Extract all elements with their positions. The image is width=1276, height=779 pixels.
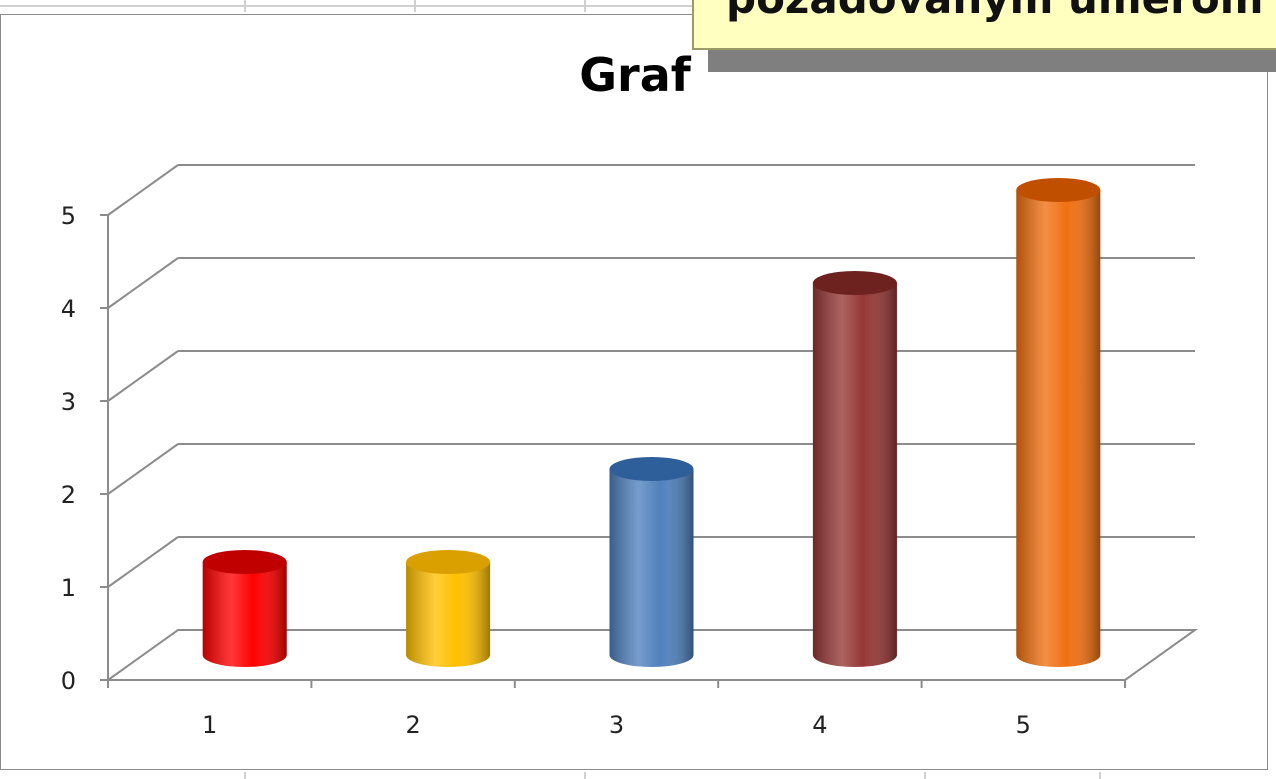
bar-shading bbox=[1016, 190, 1101, 668]
bar-shading bbox=[812, 283, 897, 667]
bar-5 bbox=[1016, 178, 1101, 668]
gridline-side bbox=[107, 536, 179, 588]
gridline-side bbox=[107, 443, 179, 495]
bars bbox=[202, 178, 1101, 668]
bar-4 bbox=[812, 271, 897, 667]
y-tick-label: 0 bbox=[61, 667, 76, 695]
gridline-side bbox=[107, 350, 179, 402]
x-tick-label: 1 bbox=[202, 711, 217, 739]
gridline-side bbox=[107, 164, 179, 216]
bar-top bbox=[202, 550, 287, 574]
x-tick-label: 4 bbox=[812, 711, 827, 739]
bar-shading bbox=[609, 469, 694, 667]
bar-top bbox=[1016, 178, 1101, 202]
chart-title: Graf bbox=[579, 48, 691, 102]
gridline-side bbox=[107, 257, 179, 309]
x-tick-label: 2 bbox=[405, 711, 420, 739]
bar-top bbox=[812, 271, 897, 295]
callout-note[interactable]: požadovaným umerom bbox=[692, 0, 1276, 50]
x-tick-labels: 1 2 3 4 5 bbox=[202, 711, 1031, 739]
y-tick-label: 2 bbox=[61, 481, 76, 509]
bar-shading bbox=[202, 562, 287, 667]
bar-top bbox=[406, 550, 491, 574]
bar-shading bbox=[406, 562, 491, 667]
bar-2 bbox=[406, 550, 491, 667]
bar-top bbox=[609, 457, 694, 481]
x-tick-label: 3 bbox=[609, 711, 624, 739]
y-tick-label: 4 bbox=[61, 295, 76, 323]
bar-3 bbox=[609, 457, 694, 667]
y-tick-label: 5 bbox=[61, 202, 76, 230]
x-tick-label: 5 bbox=[1016, 711, 1031, 739]
callout-text: požadovaným umerom bbox=[726, 0, 1264, 23]
y-tick-labels: 0 1 2 3 4 5 bbox=[61, 202, 76, 695]
y-tick-label: 3 bbox=[61, 388, 76, 416]
bar-1 bbox=[202, 550, 287, 667]
y-tick-label: 1 bbox=[61, 574, 76, 602]
